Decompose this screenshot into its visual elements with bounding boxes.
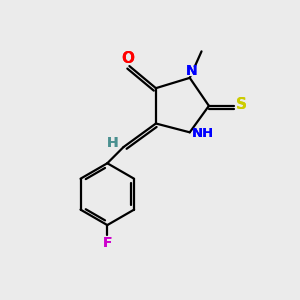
FancyBboxPatch shape [187, 67, 196, 76]
Text: H: H [106, 136, 118, 150]
FancyBboxPatch shape [237, 100, 246, 109]
Text: S: S [236, 97, 247, 112]
FancyBboxPatch shape [123, 54, 133, 63]
Text: NH: NH [192, 127, 214, 140]
Text: N: N [186, 64, 198, 78]
Text: H: H [106, 136, 118, 150]
Text: N: N [186, 64, 198, 78]
Text: O: O [122, 51, 134, 66]
Text: S: S [236, 97, 247, 112]
FancyBboxPatch shape [103, 238, 112, 248]
Text: NH: NH [192, 127, 214, 140]
Text: O: O [122, 51, 134, 66]
FancyBboxPatch shape [196, 129, 210, 139]
FancyBboxPatch shape [108, 138, 117, 147]
Text: F: F [103, 236, 112, 250]
Text: F: F [103, 236, 112, 250]
